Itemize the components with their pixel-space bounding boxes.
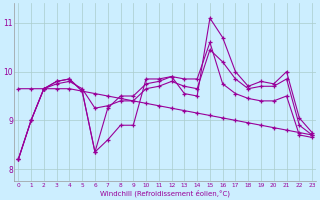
X-axis label: Windchill (Refroidissement éolien,°C): Windchill (Refroidissement éolien,°C) — [100, 189, 230, 197]
